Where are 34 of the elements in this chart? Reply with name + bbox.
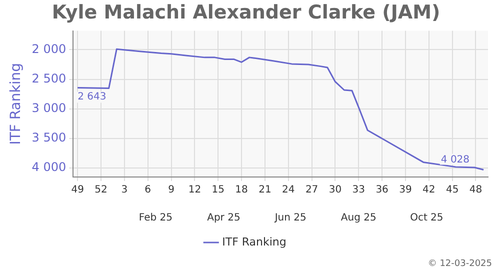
y-tick-label: 3 500 [32, 130, 66, 145]
y-tick-label: 2 000 [32, 42, 66, 56]
x-tick-label: 33 [352, 184, 366, 196]
x-tick-label: 45 [446, 184, 459, 196]
y-tick-label: 2 500 [32, 71, 66, 86]
data-label: 2 643 [78, 91, 106, 102]
x-tick-label: 3 [121, 184, 128, 196]
x2-tick-label: Apr 25 [207, 212, 240, 224]
x-tick-label: 30 [328, 184, 342, 196]
x-tick-label: 52 [94, 184, 108, 196]
y-axis-title: ITF Ranking [8, 62, 24, 145]
y-tick-label: 4 000 [32, 160, 66, 174]
legend-label: ITF Ranking [222, 235, 286, 248]
x-tick-label: 42 [422, 184, 436, 196]
y-tick-label: 3 000 [32, 101, 66, 116]
x-tick-label: 9 [168, 184, 174, 196]
x-tick-label: 21 [258, 184, 272, 196]
x-tick-label: 12 [188, 184, 202, 196]
x-tick-label: 49 [71, 184, 84, 196]
x-tick-label: 36 [376, 184, 388, 196]
x2-tick-label: Jun 25 [274, 212, 306, 224]
x-tick-label: 18 [235, 184, 248, 196]
x-tick-label: 27 [305, 184, 318, 196]
x-tick-label: 39 [399, 184, 412, 196]
chart-title: Kyle Malachi Alexander Clarke (JAM) [52, 1, 440, 24]
x-tick-label: 48 [469, 184, 482, 196]
data-label: 4 028 [440, 154, 470, 166]
x-tick-label: 15 [212, 184, 224, 196]
x-tick-label: 24 [282, 184, 295, 196]
x-tick-label: 6 [144, 184, 152, 196]
text: © 12-03-2025 [428, 258, 492, 269]
x2-tick-label: Aug 25 [340, 212, 376, 224]
x2-tick-label: Oct 25 [410, 212, 444, 224]
x2-tick-label: Feb 25 [138, 212, 172, 224]
